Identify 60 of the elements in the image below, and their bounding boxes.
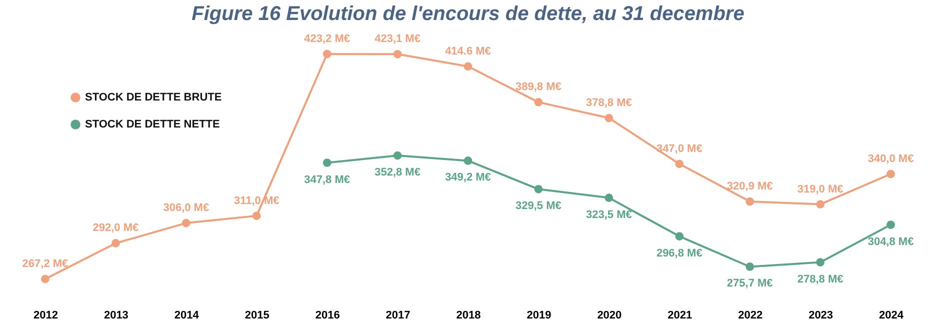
point — [675, 160, 684, 168]
data-label: 320,9 M€ — [726, 180, 773, 193]
data-label: 389,8 M€ — [516, 81, 562, 94]
point — [112, 239, 120, 248]
point — [322, 50, 332, 58]
data-label: 304,8 M€ — [868, 236, 914, 248]
data-label: 267,2 M€ — [22, 258, 68, 270]
data-label: 423,1 M€ — [374, 33, 420, 46]
data-label: 347,0 M€ — [656, 142, 702, 155]
point — [252, 212, 261, 220]
data-label: 414.6 M€ — [445, 45, 491, 58]
chart-title: Figure 16 Evolution de l'encours de dette, au 31 decembre — [192, 3, 744, 25]
point — [604, 114, 614, 122]
data-label: 278,8 M€ — [797, 273, 844, 286]
data-label: 378,8 M€ — [586, 97, 632, 110]
point — [816, 200, 824, 208]
point — [886, 220, 895, 229]
point — [604, 194, 614, 202]
x-tick-label: 2020 — [597, 310, 622, 322]
data-label: 352,8 M€ — [374, 166, 420, 179]
point — [322, 158, 332, 167]
x-tick-label: 2013 — [104, 310, 128, 322]
point — [816, 258, 824, 266]
data-label: 349,2 M€ — [445, 172, 491, 184]
data-label: 423,2 M€ — [304, 33, 350, 45]
point — [746, 262, 754, 271]
point — [534, 98, 543, 106]
point — [182, 218, 190, 228]
legend-label: STOCK DE DETTE NETTE — [85, 118, 220, 130]
x-tick-label: 2015 — [244, 310, 270, 322]
x-tick-label: 2017 — [386, 310, 410, 322]
point — [746, 197, 754, 206]
point — [393, 151, 402, 160]
data-label: 319,0 M€ — [797, 183, 844, 196]
data-label: 306,0 M€ — [163, 202, 210, 214]
data-label: 292,0 M€ — [92, 222, 139, 234]
x-tick-label: 2016 — [315, 310, 340, 322]
x-tick-label: 2021 — [668, 310, 692, 322]
data-label: 311,0 M€ — [234, 194, 280, 207]
point — [886, 170, 895, 178]
data-label: 275,7 M€ — [726, 278, 773, 290]
x-tick-label: 2023 — [808, 310, 834, 322]
data-label: 347,8 M€ — [304, 174, 350, 186]
data-label: 296,8 M€ — [656, 247, 702, 260]
data-label: 329,5 M€ — [516, 200, 562, 212]
x-tick-label: 2019 — [526, 310, 552, 322]
x-tick-label: 2022 — [738, 310, 763, 322]
data-label: 340,0 M€ — [868, 153, 914, 165]
legend-label: STOCK DE DETTE BRUTE — [85, 92, 222, 104]
point — [464, 156, 472, 165]
x-tick-label: 2024 — [879, 310, 904, 322]
point — [534, 184, 543, 194]
x-tick-label: 2012 — [33, 310, 58, 322]
point — [675, 232, 684, 240]
point — [393, 50, 402, 58]
point — [41, 274, 50, 284]
x-tick-label: 2014 — [174, 310, 200, 322]
x-tick-label: 2018 — [456, 310, 481, 322]
point — [464, 62, 472, 71]
data-label: 323,5 M€ — [586, 208, 632, 221]
